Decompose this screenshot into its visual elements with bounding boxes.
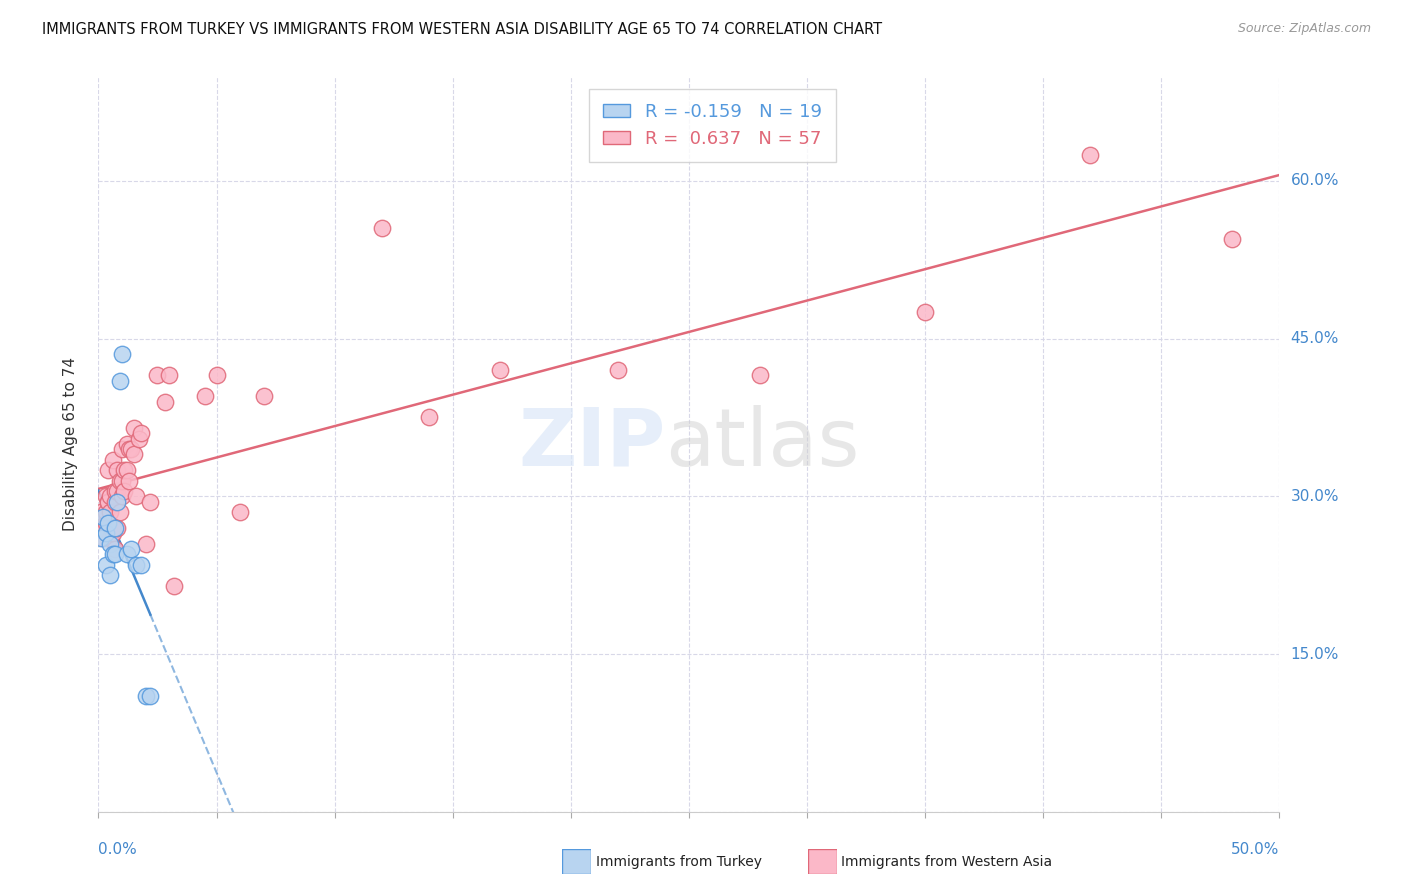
Point <box>112 484 135 499</box>
Point <box>607 363 630 377</box>
Point <box>108 505 131 519</box>
Point <box>90 532 112 546</box>
Point <box>98 489 121 503</box>
Point <box>97 463 120 477</box>
Point <box>91 521 114 535</box>
Point <box>108 474 131 488</box>
Point <box>146 368 169 383</box>
Point <box>153 394 176 409</box>
Point <box>118 442 141 456</box>
Text: 30.0%: 30.0% <box>1291 489 1339 504</box>
Point <box>115 436 138 450</box>
Point <box>121 442 143 456</box>
Point <box>104 541 127 556</box>
Point <box>135 536 157 550</box>
Point <box>115 463 138 477</box>
Point <box>94 489 117 503</box>
Text: IMMIGRANTS FROM TURKEY VS IMMIGRANTS FROM WESTERN ASIA DISABILITY AGE 65 TO 74 C: IMMIGRANTS FROM TURKEY VS IMMIGRANTS FRO… <box>42 22 883 37</box>
Point <box>94 505 117 519</box>
Point <box>98 532 121 546</box>
Y-axis label: Disability Age 65 to 74: Disability Age 65 to 74 <box>63 357 77 531</box>
Point <box>914 305 936 319</box>
Text: 60.0%: 60.0% <box>1291 173 1339 188</box>
Point <box>139 494 162 508</box>
Text: Immigrants from Turkey: Immigrants from Turkey <box>596 855 762 869</box>
Point <box>90 516 112 530</box>
Point <box>98 536 121 550</box>
Point <box>229 505 252 519</box>
Point <box>105 494 128 508</box>
Point <box>104 494 127 508</box>
Point <box>129 426 152 441</box>
Point <box>104 484 127 499</box>
Text: 45.0%: 45.0% <box>1291 331 1339 346</box>
Point <box>101 547 124 561</box>
Point <box>115 547 138 561</box>
Point <box>98 568 121 582</box>
Text: ZIP: ZIP <box>517 405 665 483</box>
Point <box>157 368 180 383</box>
Point <box>163 579 186 593</box>
Point <box>98 505 121 519</box>
Point <box>122 421 145 435</box>
Point <box>128 432 150 446</box>
Point <box>748 368 770 383</box>
Point <box>125 489 148 503</box>
Point <box>104 547 127 561</box>
Point <box>105 463 128 477</box>
Text: Source: ZipAtlas.com: Source: ZipAtlas.com <box>1237 22 1371 36</box>
Point <box>205 368 228 383</box>
Point <box>105 484 128 499</box>
Point <box>111 474 134 488</box>
Point <box>112 463 135 477</box>
Point <box>101 452 124 467</box>
Text: 0.0%: 0.0% <box>98 842 138 857</box>
Point <box>418 410 440 425</box>
Text: 15.0%: 15.0% <box>1291 647 1339 662</box>
Point <box>1220 232 1243 246</box>
Point <box>122 447 145 461</box>
Point <box>104 521 127 535</box>
Text: atlas: atlas <box>665 405 859 483</box>
Point <box>94 526 117 541</box>
Point <box>108 374 131 388</box>
Point <box>111 347 134 361</box>
Point <box>97 516 120 530</box>
Point <box>139 689 162 703</box>
Point <box>125 558 148 572</box>
Point <box>1080 147 1102 161</box>
Text: 50.0%: 50.0% <box>1232 842 1279 857</box>
Text: Immigrants from Western Asia: Immigrants from Western Asia <box>841 855 1052 869</box>
Point <box>121 541 143 556</box>
Point <box>489 363 512 377</box>
Point <box>111 442 134 456</box>
Point <box>111 489 134 503</box>
Point <box>118 474 141 488</box>
Point <box>101 526 124 541</box>
Point <box>91 532 114 546</box>
Legend: R = -0.159   N = 19, R =  0.637   N = 57: R = -0.159 N = 19, R = 0.637 N = 57 <box>589 88 837 162</box>
Point <box>194 389 217 403</box>
Point <box>105 521 128 535</box>
Point <box>90 505 112 519</box>
Point <box>94 558 117 572</box>
Point <box>97 494 120 508</box>
Point <box>91 510 114 524</box>
Point <box>371 221 394 235</box>
Point <box>101 521 124 535</box>
Point <box>253 389 276 403</box>
Point <box>94 516 117 530</box>
Point <box>135 689 157 703</box>
Point <box>97 494 120 508</box>
Point <box>129 558 152 572</box>
